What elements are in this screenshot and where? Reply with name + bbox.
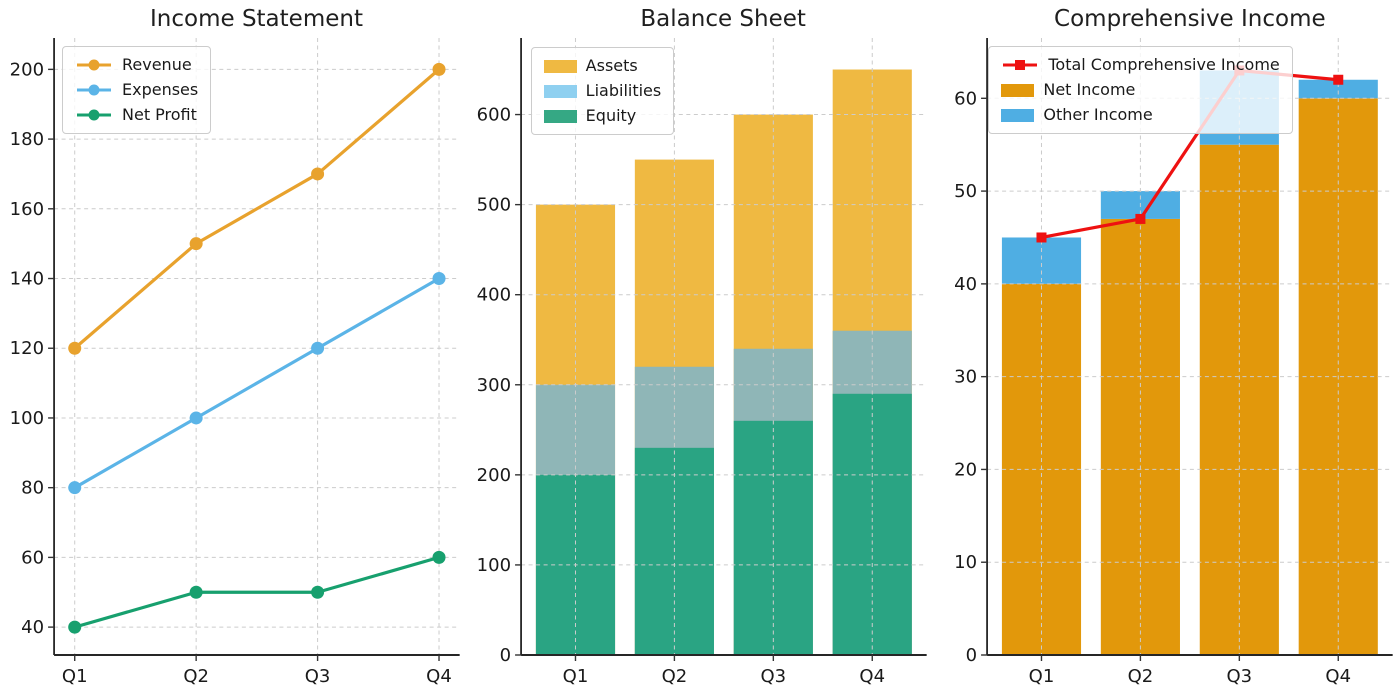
revenue-marker [432,62,446,76]
legend-label: Liabilities [585,81,662,100]
revenue-marker [189,237,203,251]
y-tick-label: 180 [10,129,44,150]
comprehensive-income-legend: Total Comprehensive Income Net Income Othe… [988,46,1293,134]
balance-sheet-chart: Balance Sheet 0 100 200 300 400 500 600 Q1 Q2 Q3 Q… [467,0,934,694]
y-tick-label: 60 [954,88,977,109]
legend-item-assets: Assets [543,55,662,77]
x-tick-label: Q2 [661,666,687,687]
x-tick-label: Q4 [426,666,452,687]
legend-label: Net Profit [122,105,197,124]
total-comprehensive-income-swatch-icon [1003,60,1038,70]
other-income-bar [1002,237,1082,284]
x-tick-label: Q1 [1029,666,1055,687]
liabilities-swatch-icon [543,84,577,98]
legend-label: Equity [585,106,637,125]
y-tick-label: 500 [476,195,510,216]
expenses-marker [189,411,203,425]
x-tick-label: Q3 [305,666,331,687]
revenue-swatch-icon [77,59,111,71]
expenses-line [73,277,440,490]
legend-item-total-comprehensive-income: Total Comprehensive Income [1001,54,1280,76]
y-tick-label: 100 [476,555,510,576]
equity-bar [733,420,813,655]
net-profit-swatch-icon [77,109,111,121]
comprehensive-income-chart: Comprehensive Income 0 10 20 30 40 50 60 Q1 Q2 Q3… [933,0,1400,694]
legend-item-other-income: Other Income [1001,104,1279,126]
net-profit-marker [311,585,325,599]
net-profit-marker [189,585,203,599]
total-comprehensive-income-marker [1036,232,1047,243]
y-tick-label: 200 [476,465,510,486]
expenses-marker [432,272,446,286]
expenses-marker [311,341,325,355]
balance-sheet-legend: Assets Liabilities Equity [530,47,675,135]
balance-sheet-plot: 0 100 200 300 400 500 600 Q1 Q2 Q3 Q4 [476,38,927,687]
y-tick-label: 40 [21,617,44,638]
x-tick-label: Q2 [183,666,209,687]
net-profit-line [74,555,440,629]
x-tick-label: Q3 [760,666,786,687]
revenue-line [73,68,441,350]
y-tick-label: 30 [954,367,977,388]
y-tick-label: 80 [21,478,44,499]
legend-label: Other Income [1043,105,1153,124]
y-tick-label: 0 [499,645,510,666]
income-statement-chart: Income Statement 40 60 80 100 120 140 160 180 20… [0,0,467,694]
other-income-swatch-icon [1001,108,1035,122]
legend-label: Net Income [1043,80,1136,99]
y-tick-label: 120 [10,338,44,359]
legend-item-expenses: Expenses [75,79,198,101]
expenses-marker [68,481,82,495]
y-tick-label: 600 [476,105,510,126]
revenue-marker [311,167,325,181]
y-tick-label: 100 [10,408,44,429]
x-tick-label: Q3 [1227,666,1253,687]
revenue-marker [68,341,82,355]
y-tick-label: 0 [966,645,977,666]
legend-item-revenue: Revenue [75,54,198,76]
y-tick-label: 300 [476,375,510,396]
legend-item-liabilities: Liabilities [543,80,662,102]
legend-label: Total Comprehensive Income [1048,55,1280,74]
net-profit-marker [68,620,82,634]
y-tick-label: 20 [954,459,977,480]
y-tick-label: 60 [21,547,44,568]
legend-label: Revenue [122,55,192,74]
expenses-swatch-icon [77,84,111,96]
legend-item-net-income: Net Income [1001,79,1279,101]
y-tick-label: 40 [954,274,977,295]
legend-item-equity: Equity [543,105,662,127]
total-comprehensive-income-marker [1333,74,1344,85]
income-statement-legend: Revenue Expenses Net Profit [62,46,212,134]
y-tick-label: 10 [954,552,977,573]
y-tick-label: 160 [10,199,44,220]
net-profit-marker [432,550,446,564]
legend-label: Assets [585,56,638,75]
y-tick-label: 200 [10,59,44,80]
net-income-swatch-icon [1001,83,1035,97]
other-income-bar [1299,79,1379,99]
x-tick-label: Q4 [1326,666,1352,687]
x-tick-label: Q4 [859,666,885,687]
x-tick-label: Q1 [562,666,588,687]
legend-item-net-profit: Net Profit [75,104,198,126]
y-tick-label: 140 [10,269,44,290]
equity-swatch-icon [543,109,577,123]
total-comprehensive-income-marker [1135,213,1146,224]
y-tick-label: 400 [476,285,510,306]
assets-swatch-icon [543,59,577,73]
y-tick-label: 50 [954,181,977,202]
x-tick-label: Q2 [1128,666,1154,687]
x-tick-label: Q1 [62,666,88,687]
comprehensive-income-plot: 0 10 20 30 40 50 60 Q1 Q2 Q3 Q4 [954,38,1394,687]
legend-label: Expenses [122,80,199,99]
